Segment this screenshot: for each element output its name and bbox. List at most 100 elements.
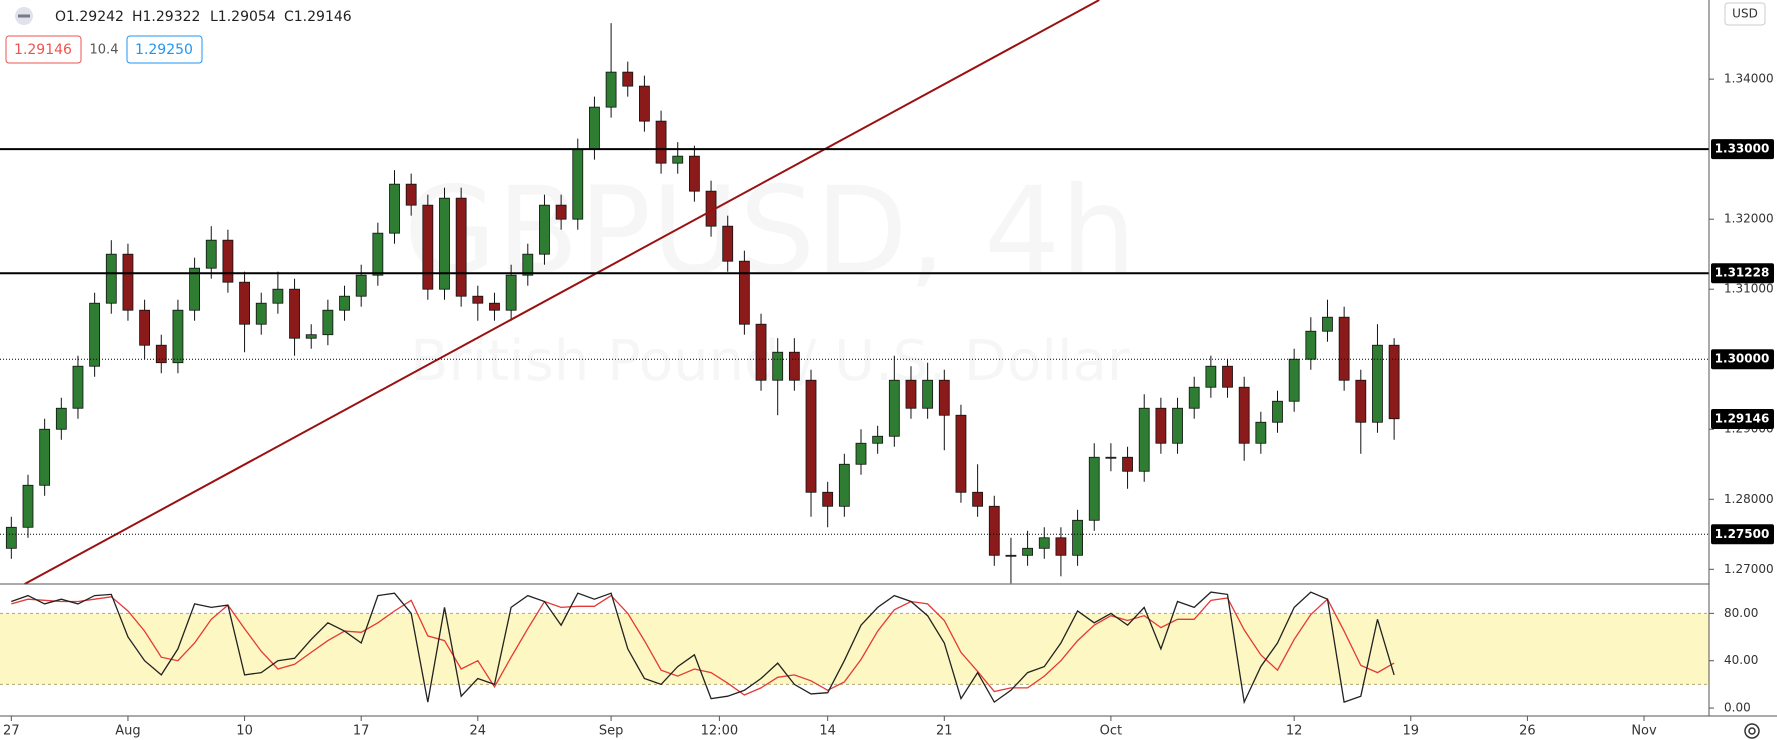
x-tick-label: 26 [1519,724,1536,739]
candle-body [22,484,34,528]
ask-price: 1.29250 [135,42,193,58]
candle-body [1355,379,1367,423]
candle-body [1322,316,1333,332]
x-tick-label: 24 [470,724,487,739]
candle-body [1255,421,1267,444]
candle-body [888,379,900,437]
currency-button[interactable] [1724,2,1766,26]
candle-body [1388,344,1400,420]
candle-body [872,435,884,444]
candle-body [1105,456,1117,459]
candle-body [139,309,151,346]
candle-body [688,155,700,192]
x-tick-label: 19 [1403,724,1420,739]
candle-body [1338,316,1350,381]
oscillator-band [0,613,1709,685]
candle-body [555,204,567,220]
candle-body [189,267,200,311]
currency: USD [1732,7,1758,21]
candle-body [772,351,784,381]
level-label: 1.29146 [1715,412,1770,426]
candle-body [522,253,534,276]
y-tick-label: 40.00 [1724,653,1758,667]
candle-body [439,197,450,290]
candle-body [372,232,384,276]
x-tick-label: Sep [599,724,624,739]
x-tick-label: Oct [1100,724,1122,739]
candle-body [1238,386,1250,444]
candle-body [489,302,500,311]
price-axis-bg [1709,0,1777,740]
candle-body [1122,456,1133,472]
candle-body [788,351,800,381]
candle-body [722,225,734,262]
sell-button[interactable] [5,35,82,64]
x-tick-label: Aug [115,724,140,739]
candle-body [822,491,834,507]
candle-body [72,365,84,409]
candle-body [39,428,51,486]
y-tick-label: 1.31000 [1724,282,1774,296]
candle-body [405,183,417,206]
y-tick-label: 80.00 [1724,606,1758,620]
candle-body [838,463,850,507]
buy-button[interactable] [126,35,203,64]
candle-body [655,120,667,164]
y-tick-label: 0.00 [1724,701,1751,715]
candle-body [855,442,867,465]
candle-body [122,253,134,311]
candle-body [455,197,467,297]
candle-body [672,155,684,164]
y-tick-label: 1.34000 [1724,72,1774,86]
candle-body [55,407,67,430]
ohlc-high: H1.29322 [132,9,200,25]
level-label-box [1711,349,1774,370]
ohlc-low: L1.29054 [210,9,276,25]
candle-body [272,288,284,304]
ohlc-close: C1.29146 [284,9,352,25]
candle-body [5,526,17,549]
level-label-box [1711,139,1774,160]
x-tick-label: 27 [3,724,20,739]
candle-body [938,379,950,416]
candle-body [1088,456,1100,521]
gear-hub [1748,727,1756,735]
candle-body [589,106,600,150]
candle-body [1372,344,1383,423]
collapse-icon [18,14,30,18]
candle-body [1055,537,1067,556]
candle-body [205,239,217,269]
x-tick-label: 12 [1286,724,1303,739]
candle-body [105,253,117,304]
candle-body [972,491,984,507]
level-label-box [1711,524,1774,545]
x-tick-label: 21 [936,724,953,739]
candle-body [988,505,1000,556]
candle-body [605,71,617,108]
oscillator-line [11,594,1395,696]
oscillator-line [11,591,1395,705]
trend-line [24,0,1100,585]
candle-body [1155,407,1167,444]
bid-price: 1.29146 [14,42,72,58]
level-label-box [1711,263,1774,284]
gear-ring [1744,723,1760,739]
settings-icon[interactable] [1744,723,1760,739]
candle-body [1038,537,1050,549]
candle-body [1172,407,1183,444]
ohlc-open: O1.29242 [55,9,124,25]
level-label: 1.27500 [1715,527,1770,541]
candle-body [422,204,434,290]
x-tick-label: Nov [1631,724,1657,739]
candle-body [805,379,817,493]
candle-body [1272,400,1283,423]
candle-body [1222,365,1233,388]
candle-body [1022,547,1033,556]
candle-body [1205,365,1217,388]
candle-body [1005,554,1017,557]
candle-body [339,295,350,311]
candle-body [1072,519,1083,556]
candle-body [755,323,767,381]
